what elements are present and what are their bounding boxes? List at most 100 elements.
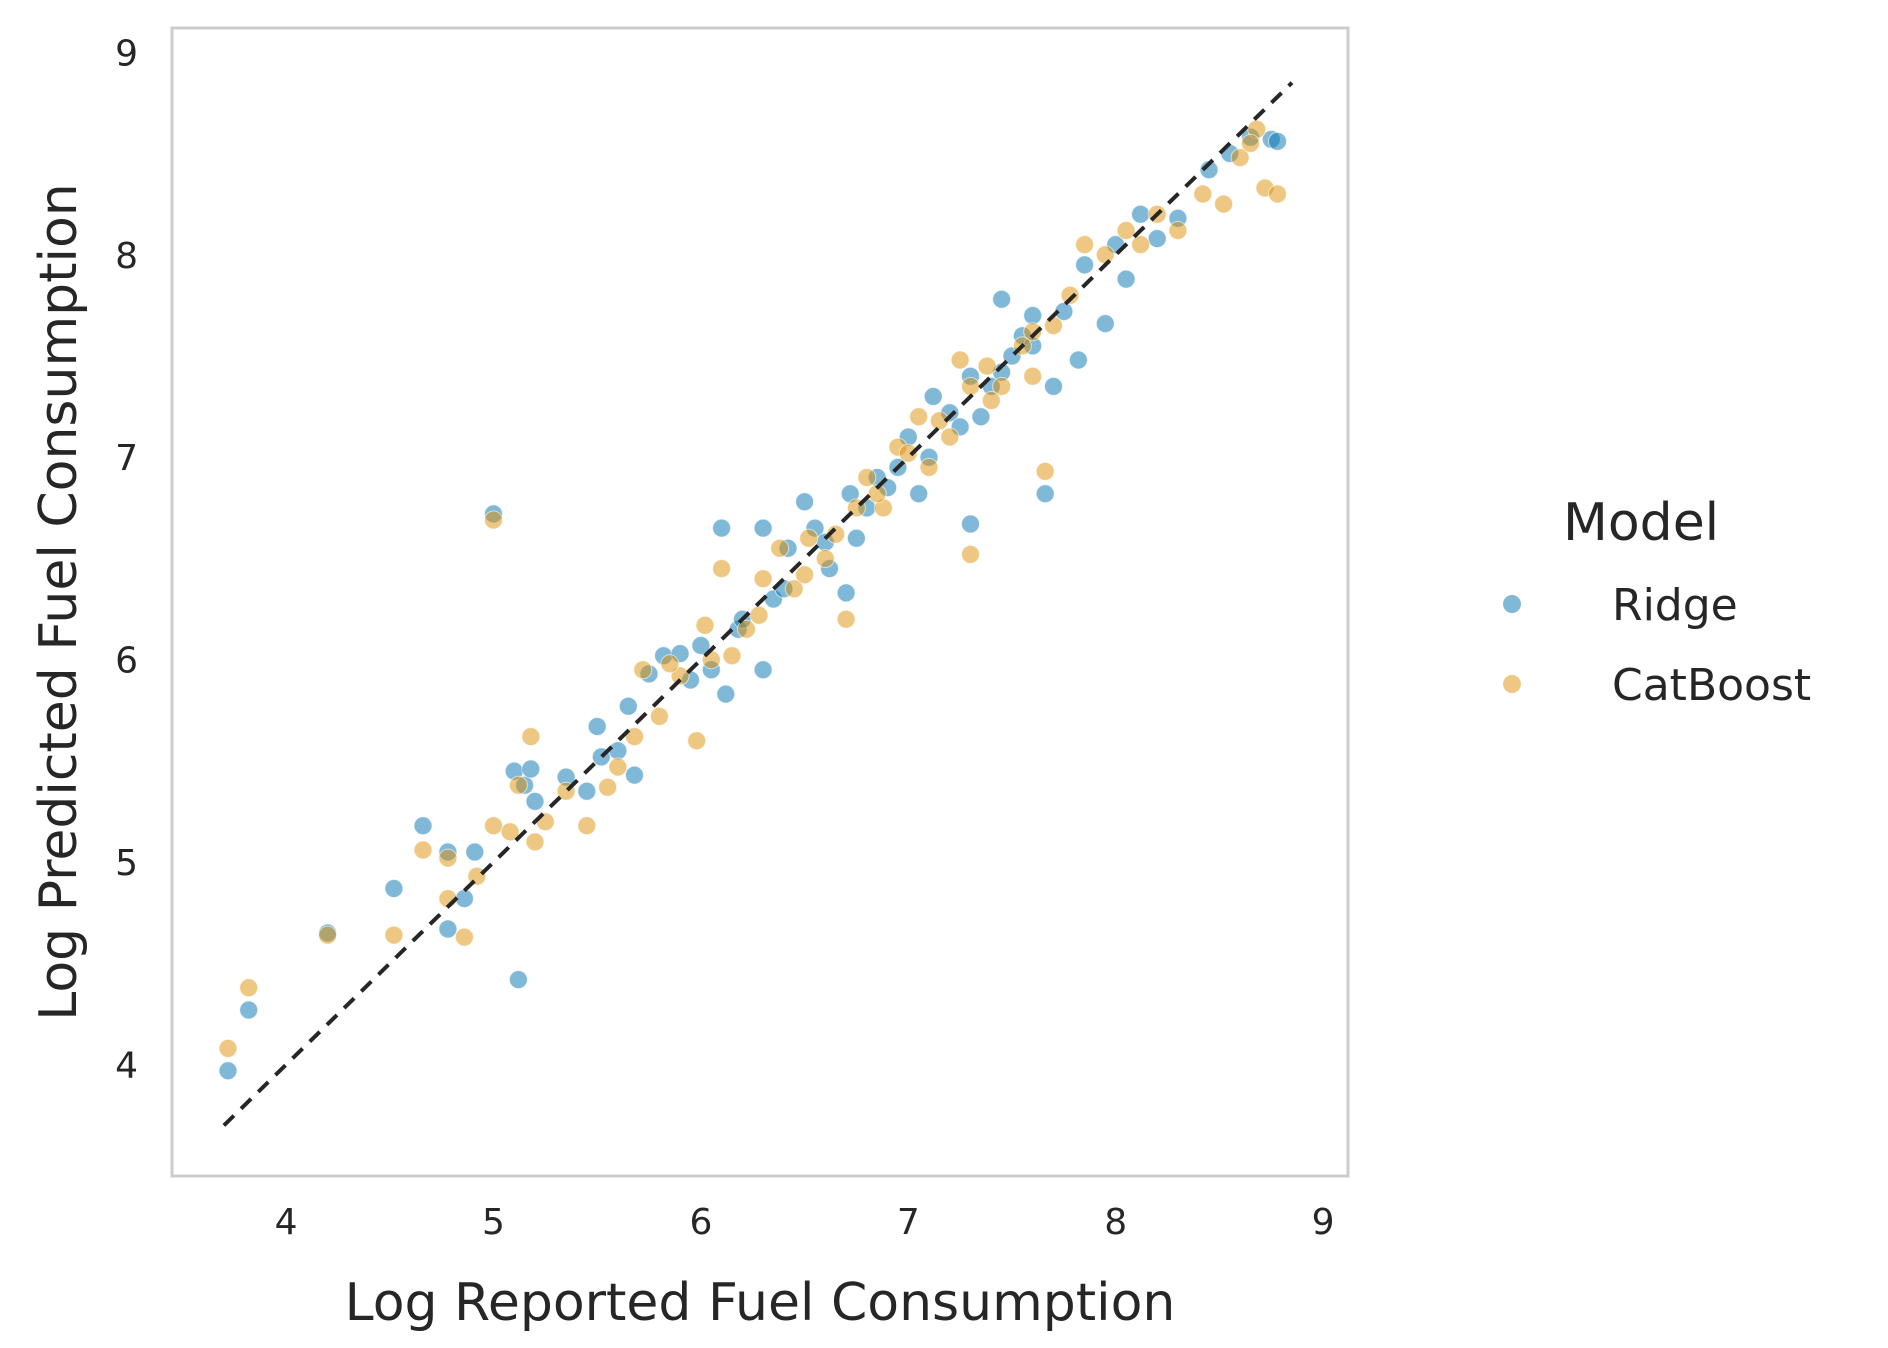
data-point-catboost (784, 579, 804, 599)
data-point-catboost (1193, 184, 1213, 204)
data-point-catboost (521, 727, 541, 747)
data-point-catboost (633, 660, 653, 680)
data-point-ridge (846, 528, 866, 548)
data-point-catboost (239, 978, 259, 998)
data-point-ridge (413, 816, 433, 836)
data-point-catboost (1230, 148, 1250, 168)
legend-marker-ridge (1503, 595, 1521, 613)
data-point-catboost (1023, 322, 1043, 342)
data-point-catboost (737, 619, 756, 639)
x-tick-labels: 4 5 6 7 8 9 (275, 1202, 1335, 1243)
y-tick-labels: 4 5 6 7 8 9 (115, 33, 138, 1086)
y-tick-label: 4 (115, 1046, 138, 1087)
data-point-ridge (992, 289, 1012, 309)
data-point-ridge (384, 879, 404, 898)
data-point-catboost (712, 559, 732, 579)
data-point-ridge (691, 636, 711, 655)
data-point-ridge (508, 970, 528, 990)
data-point-catboost (799, 528, 819, 548)
data-point-catboost (961, 376, 980, 396)
data-point-ridge (971, 407, 991, 427)
data-point-ridge (961, 514, 980, 534)
x-tick-label: 4 (275, 1202, 298, 1243)
data-point-ridge (525, 791, 545, 811)
data-point-catboost (384, 925, 404, 945)
data-point-ridge (1116, 269, 1136, 289)
data-point-ridge (1095, 314, 1115, 334)
data-point-ridge (1199, 160, 1219, 180)
data-point-ridge (716, 684, 736, 704)
data-point-catboost (318, 925, 338, 945)
data-point-catboost (608, 757, 628, 777)
data-point-catboost (919, 457, 939, 477)
data-point-catboost (508, 775, 528, 795)
data-point-catboost (1023, 366, 1043, 386)
data-point-ridge (712, 518, 732, 538)
data-point-catboost (1095, 245, 1115, 265)
data-point-catboost (598, 777, 618, 797)
y-tick-label: 9 (115, 33, 138, 74)
y-tick-label: 5 (115, 843, 138, 884)
data-point-catboost (649, 706, 669, 726)
data-point-catboost (413, 840, 433, 860)
data-point-ridge (618, 696, 638, 716)
data-point-catboost (898, 443, 918, 463)
data-point-catboost (484, 510, 503, 530)
data-point-ridge (1023, 306, 1043, 325)
legend: Model Ridge CatBoost (1503, 493, 1811, 711)
data-point-catboost (695, 615, 715, 635)
data-point-catboost (961, 544, 980, 564)
data-point-catboost (218, 1038, 238, 1058)
data-point-ridge (795, 492, 815, 512)
data-point-ridge (465, 842, 485, 862)
series-catboost (218, 119, 1287, 1058)
x-axis-title: Log Reported Fuel Consumption (345, 1273, 1176, 1333)
points-layer (218, 119, 1287, 1081)
data-point-ridge (1044, 376, 1063, 396)
data-point-catboost (454, 927, 474, 947)
data-point-catboost (438, 848, 458, 868)
y-tick-label: 6 (115, 641, 138, 682)
data-point-catboost (1268, 184, 1287, 204)
identity-dashed-line (222, 81, 1294, 1127)
y-tick-label: 7 (115, 438, 138, 479)
data-point-catboost (1168, 221, 1188, 240)
data-point-ridge (1035, 484, 1055, 504)
x-tick-label: 5 (482, 1202, 505, 1243)
data-point-catboost (577, 816, 597, 836)
data-point-catboost (1214, 194, 1234, 214)
data-point-catboost (1075, 235, 1095, 255)
legend-label-catboost: CatBoost (1612, 660, 1811, 711)
data-point-catboost (500, 822, 520, 842)
data-point-catboost (1035, 461, 1055, 481)
data-point-catboost (660, 654, 680, 674)
data-point-ridge (454, 889, 474, 909)
data-point-catboost (1131, 235, 1151, 255)
data-point-catboost (525, 832, 545, 852)
data-point-ridge (1068, 350, 1088, 370)
legend-marker-catboost (1503, 675, 1521, 693)
data-point-ridge (1268, 131, 1287, 151)
data-point-catboost (753, 569, 773, 589)
data-point-ridge (625, 765, 644, 785)
data-point-ridge (909, 484, 929, 504)
data-point-catboost (625, 727, 644, 747)
legend-title: Model (1563, 493, 1719, 553)
data-point-catboost (670, 666, 690, 686)
data-point-ridge (521, 759, 541, 779)
data-point-catboost (857, 468, 877, 487)
data-point-catboost (795, 565, 815, 585)
data-point-catboost (909, 407, 929, 427)
data-point-ridge (438, 919, 458, 939)
data-point-catboost (940, 427, 960, 447)
data-point-catboost (836, 609, 856, 629)
data-point-catboost (867, 484, 887, 504)
data-point-ridge (753, 660, 773, 680)
data-point-ridge (753, 518, 773, 538)
data-point-catboost (749, 605, 769, 625)
data-point-ridge (1075, 255, 1095, 275)
data-point-catboost (981, 391, 1001, 410)
legend-label-ridge: Ridge (1612, 580, 1738, 631)
data-point-catboost (950, 350, 970, 370)
